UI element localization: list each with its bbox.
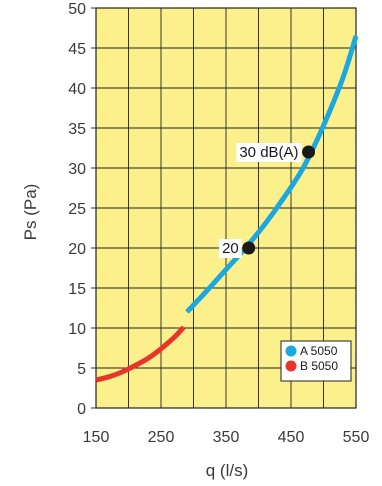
legend-label: A 5050 (300, 344, 338, 358)
markers: 20 30 dB(A) (219, 143, 316, 258)
series-lines (95, 35, 359, 383)
y-tick-label: 25 (68, 201, 86, 218)
marker-label: 20 (222, 240, 239, 257)
marker-point (242, 241, 256, 255)
marker-point (302, 145, 316, 159)
legend-swatch (285, 360, 297, 372)
y-tick-label: 40 (68, 81, 86, 98)
y-tick-label: 15 (68, 281, 86, 298)
x-tick-label: 550 (343, 429, 370, 446)
marker-label-bg (219, 239, 242, 258)
x-tick-labels: 150 250 350 450 550 (83, 429, 370, 446)
y-tick-label: 20 (68, 241, 86, 258)
y-tick-label: 10 (68, 321, 86, 338)
y-tick-label: 30 (68, 161, 86, 178)
series-line-b (95, 325, 186, 383)
series-line-a (185, 35, 359, 314)
x-tick-label: 150 (83, 429, 110, 446)
x-tick-label: 350 (213, 429, 240, 446)
x-tick-label: 450 (278, 429, 305, 446)
y-tick-labels: 0 5 10 15 20 25 30 35 40 45 50 (68, 1, 86, 418)
y-tick-label: 5 (77, 361, 86, 378)
x-tick-label: 250 (148, 429, 175, 446)
legend-swatch (285, 345, 297, 357)
legend-label: B 5050 (300, 359, 338, 373)
y-tick-label: 50 (68, 1, 86, 18)
y-tick-label: 45 (68, 41, 86, 58)
y-tick-label: 35 (68, 121, 86, 138)
x-axis-label: q (l/s) (206, 461, 249, 480)
marker-label: 30 dB(A) (239, 144, 298, 161)
y-tick-label: 0 (77, 401, 86, 418)
marker-label-bg (236, 143, 302, 162)
y-axis-label: Ps (Pa) (21, 184, 40, 241)
